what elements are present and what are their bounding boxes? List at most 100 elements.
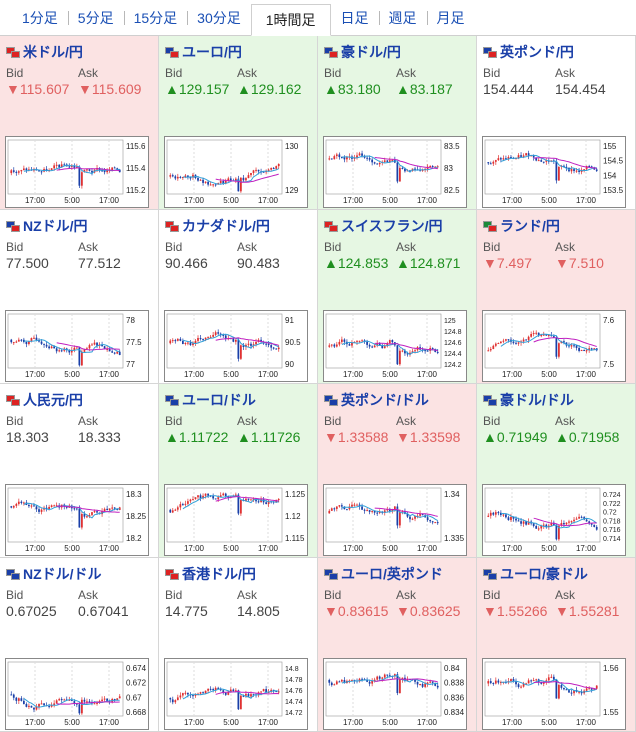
pair-name[interactable]: 豪ドル/円	[324, 42, 470, 62]
candle-body	[118, 696, 121, 699]
currency-pair-card[interactable]: 豪ドル/ドル Bid Ask ▲0.71949 ▲0.71958 0.724 0.722 0.…	[477, 384, 636, 558]
pair-name[interactable]: 英ポンド/円	[483, 42, 629, 62]
pair-name[interactable]: NZドル/ドル	[6, 564, 152, 584]
mini-candlestick-chart[interactable]: 7.6 7.5 17:00 5:00 17:00	[482, 310, 627, 382]
candle-body	[48, 346, 50, 349]
pair-name[interactable]: ユーロ/円	[165, 42, 311, 62]
candle-body	[199, 179, 202, 181]
candle-body	[88, 701, 91, 703]
currency-pair-card[interactable]: ユーロ/ドル Bid Ask ▲1.11722 ▲1.11726 1.125 1.12 1.1…	[159, 384, 318, 558]
currency-pair-card[interactable]: 香港ドル/円 Bid Ask 14.775 14.805 14.8 14.78 14.76 14…	[159, 558, 318, 732]
candle-body	[55, 348, 58, 352]
candle-body	[232, 338, 235, 342]
currency-pair-card[interactable]: ユーロ/英ポンド Bid Ask ▼0.83615 ▼0.83625 0.84 0.838 0…	[318, 558, 477, 732]
x-tick-label: 17:00	[343, 718, 364, 727]
currency-pair-card[interactable]: ランド/円 Bid Ask ▼7.497 ▼7.510 7.6 7.5 17:00 5:00 17…	[477, 210, 636, 384]
mini-candlestick-chart[interactable]: 125 124.8 124.6 124.4 124.2 17:00 5:00 17:00	[323, 310, 468, 382]
mini-candlestick-chart[interactable]: 1.34 1.335 17:00 5:00 17:00	[323, 484, 468, 556]
mini-candlestick-chart[interactable]: 1.125 1.12 1.115 17:00 5:00 17:00	[164, 484, 309, 556]
candle-body	[366, 341, 368, 345]
mini-candlestick-chart[interactable]: 91 90.5 90 17:00 5:00 17:00	[164, 310, 309, 382]
mini-candlestick-chart[interactable]: 0.84 0.838 0.836 0.834 17:00 5:00 17:00	[323, 658, 468, 730]
candle-body	[22, 339, 25, 342]
candle-body	[580, 516, 583, 518]
y-tick-label: 115.6	[126, 142, 146, 151]
currency-pair-card[interactable]: カナダドル/円 Bid Ask 90.466 90.483 91 90.5 90 17:00 5:…	[159, 210, 318, 384]
candle-body	[527, 521, 530, 525]
candle-body	[189, 499, 192, 502]
candle-body	[558, 525, 560, 540]
candle-body	[401, 677, 404, 680]
ask-label: Ask	[78, 66, 99, 80]
candle-body	[328, 158, 331, 160]
currency-pair-card[interactable]: ユーロ/円 Bid Ask ▲129.157 ▲129.162 130 129 17:00 5:…	[159, 36, 318, 210]
currency-pair-card[interactable]: 英ポンド/ドル Bid Ask ▼1.33588 ▼1.33598 1.34 1.335 17…	[318, 384, 477, 558]
tab-daily[interactable]: 日足	[340, 10, 369, 26]
currency-pair-card[interactable]: スイスフラン/円 Bid Ask ▲124.853 ▲124.871 125 124.8 12…	[318, 210, 477, 384]
plot-area	[7, 139, 124, 195]
mini-candlestick-chart[interactable]: 0.724 0.722 0.72 0.718 0.716 0.714 17:00 5:00 17…	[482, 484, 627, 556]
pair-name[interactable]: ユーロ/英ポンド	[324, 564, 470, 584]
quote-flag-icon	[329, 50, 338, 58]
y-tick-label: 90	[285, 360, 294, 369]
pair-name[interactable]: カナダドル/円	[165, 216, 311, 236]
candle-body	[376, 163, 379, 165]
pair-name[interactable]: ユーロ/ドル	[165, 390, 311, 410]
candle-body	[17, 698, 20, 701]
currency-pair-card[interactable]: NZドル/円 Bid Ask 77.500 77.512 78 77.5 77 17:00 5:0…	[0, 210, 159, 384]
currency-pair-card[interactable]: 米ドル/円 Bid Ask ▼115.607 ▼115.609 115.6 115.4 115…	[0, 36, 159, 210]
y-tick-label: 14.76	[285, 688, 303, 695]
candle-body	[555, 679, 558, 699]
candle-body	[424, 683, 427, 687]
candle-body	[532, 523, 535, 527]
tab-weekly[interactable]: 週足	[378, 5, 427, 31]
pair-name[interactable]: NZドル/円	[6, 216, 152, 236]
pair-name[interactable]: スイスフラン/円	[324, 216, 470, 236]
mini-candlestick-chart[interactable]: 115.6 115.4 115.2 17:00 5:00 17:00	[5, 136, 150, 208]
base-flag-icon	[483, 46, 492, 54]
base-flag-icon	[6, 568, 15, 576]
mini-candlestick-chart[interactable]: 78 77.5 77 17:00 5:00 17:00	[5, 310, 150, 382]
candle-body	[388, 675, 391, 677]
currency-pair-card[interactable]: 豪ドル/円 Bid Ask ▲83.180 ▲83.187 83.5 83 82.5 17:00…	[318, 36, 477, 210]
candle-body	[116, 351, 119, 354]
candle-body	[267, 169, 270, 171]
pair-name[interactable]: 米ドル/円	[6, 42, 152, 62]
x-tick-label: 17:00	[258, 718, 279, 727]
mini-candlestick-chart[interactable]: 155 154.5 154 153.5 17:00 5:00 17:00	[482, 136, 627, 208]
candle-body	[169, 509, 172, 513]
candle-body	[250, 499, 252, 501]
candle-body	[505, 158, 507, 160]
candle-body	[275, 348, 278, 350]
pair-name[interactable]: 英ポンド/ドル	[324, 390, 470, 410]
tab-15min[interactable]: 15分足	[123, 5, 188, 31]
tab-monthly[interactable]: 月足	[426, 5, 475, 31]
pair-name[interactable]: 豪ドル/ドル	[483, 390, 629, 410]
tab-1hour[interactable]: 1時間足	[250, 4, 331, 36]
currency-pair-card[interactable]: NZドル/ドル Bid Ask 0.67025 0.67041 0.674 0.672 0.6…	[0, 558, 159, 732]
y-tick-label: 0.722	[603, 501, 621, 508]
pair-name[interactable]: 人民元/円	[6, 390, 152, 410]
tab-30min[interactable]: 30分足	[187, 5, 251, 31]
pair-name[interactable]: 香港ドル/円	[165, 564, 311, 584]
currency-pair-card[interactable]: 人民元/円 Bid Ask 18.303 18.333 18.3 18.25 18.2 17:0…	[0, 384, 159, 558]
candle-body	[583, 350, 586, 352]
currency-pair-card[interactable]: ユーロ/豪ドル Bid Ask ▼1.55266 ▼1.55281 1.56 1.55 17:…	[477, 558, 636, 732]
tab-1min[interactable]: 1分足	[22, 10, 58, 26]
ask-label: Ask	[396, 66, 417, 80]
mini-candlestick-chart[interactable]: 83.5 83 82.5 17:00 5:00 17:00	[323, 136, 468, 208]
mini-candlestick-chart[interactable]: 130 129 17:00 5:00 17:00	[164, 136, 309, 208]
candle-body	[376, 342, 379, 346]
currency-pair-card[interactable]: 英ポンド/円 Bid Ask 154.444 154.454 155 154.5 154 153…	[477, 36, 636, 210]
candle-body	[573, 169, 575, 172]
mini-candlestick-chart[interactable]: 0.674 0.672 0.67 0.668 17:00 5:00 17:00	[5, 658, 150, 730]
plot-area	[484, 313, 601, 369]
mini-candlestick-chart[interactable]: 14.8 14.78 14.76 14.74 14.72 17:00 5:00 17:00	[164, 658, 309, 730]
candle-body	[436, 685, 439, 688]
mini-candlestick-chart[interactable]: 18.3 18.25 18.2 17:00 5:00 17:00	[5, 484, 150, 556]
tab-5min[interactable]: 5分足	[67, 5, 124, 31]
pair-name[interactable]: ランド/円	[483, 216, 629, 236]
pair-name[interactable]: ユーロ/豪ドル	[483, 564, 629, 584]
mini-candlestick-chart[interactable]: 1.56 1.55 17:00 5:00 17:00	[482, 658, 627, 730]
candle-body	[12, 694, 15, 698]
